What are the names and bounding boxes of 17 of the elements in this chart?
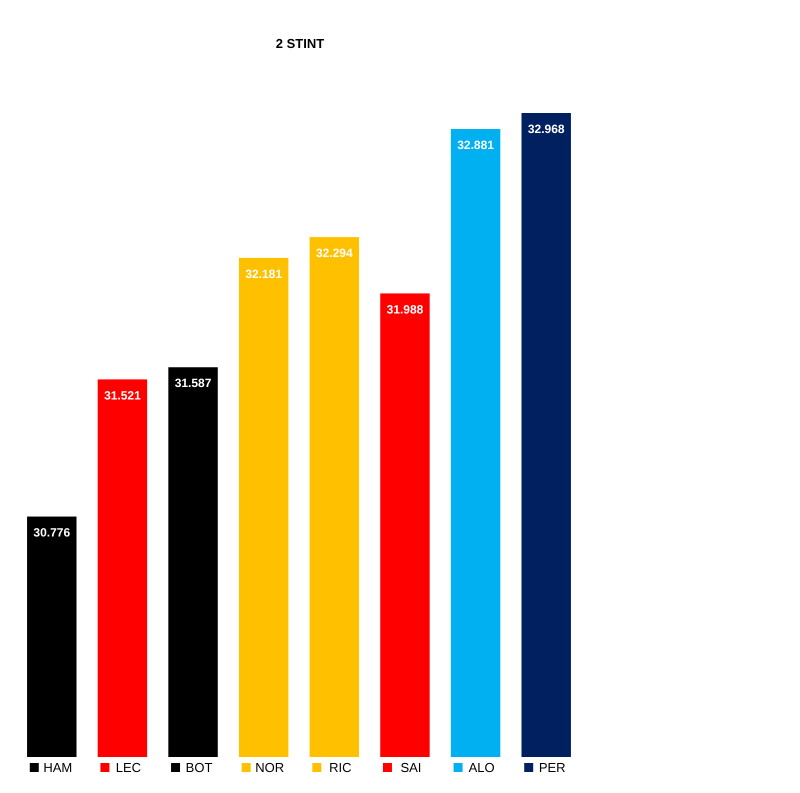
chart-title: 2 STINT [276,36,324,51]
x-tick-label: PER [538,760,566,775]
data-label: 31.988 [386,302,424,316]
data-label: 32.181 [245,266,282,281]
x-tick-label: HAM [43,760,72,775]
data-label: 31.521 [104,388,142,402]
data-label: 30.776 [33,526,70,540]
data-label: 32.294 [316,246,353,260]
x-tick-label: SAI [400,760,422,775]
x-tick-label: BOT [186,760,212,775]
x-tick-label: RIC [329,760,352,775]
x-tick-label: ALO [468,760,495,775]
data-label: 32.968 [528,122,565,136]
x-tick-label: LEC [116,760,142,775]
data-label: 31.587 [174,376,212,390]
data-label: 32.881 [457,138,494,152]
x-tick-label: NOR [255,760,284,775]
